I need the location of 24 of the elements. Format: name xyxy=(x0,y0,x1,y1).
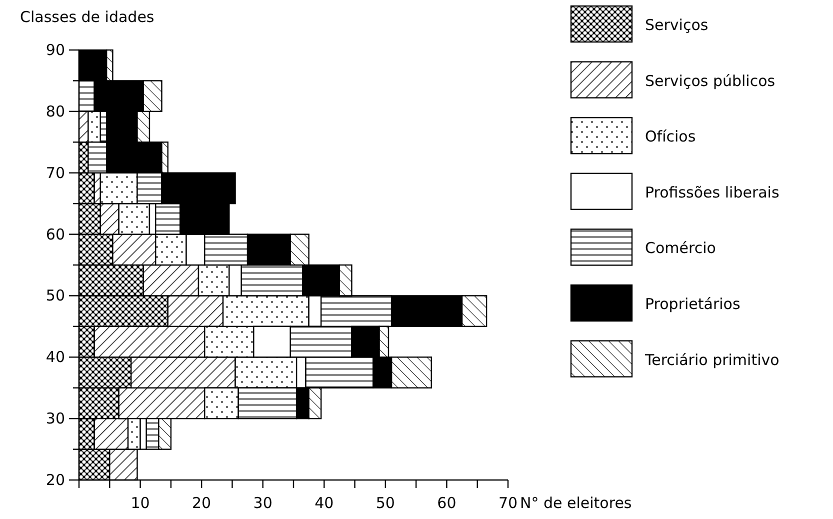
x-tick-label: 70 xyxy=(498,494,518,512)
x-tick-label: 60 xyxy=(437,494,456,512)
y-tick-label: 60 xyxy=(46,225,65,244)
x-tick-label: 50 xyxy=(376,494,395,512)
x-tick-label: 30 xyxy=(253,494,272,512)
x-tick-label: 10 xyxy=(130,494,150,512)
legend-label: Profissões liberais xyxy=(645,183,780,202)
legend-label: Comércio xyxy=(645,239,716,258)
x-axis-title: N° de eleitores xyxy=(520,494,632,512)
y-tick-label: 40 xyxy=(46,348,65,366)
y-tick-label: 30 xyxy=(46,410,65,428)
y-tick-label: 80 xyxy=(46,102,65,120)
x-tick-label: 20 xyxy=(192,494,212,512)
y-tick-label: 20 xyxy=(46,471,65,489)
legend-label: Terciário primitivo xyxy=(644,350,780,369)
legend-label: Serviços públicos xyxy=(645,72,776,90)
legend-label: Ofícios xyxy=(645,128,696,146)
legend-label: Serviços xyxy=(645,16,708,34)
y-tick-label: 70 xyxy=(46,164,65,182)
legend-label: Proprietários xyxy=(645,295,740,313)
y-tick-label: 50 xyxy=(46,286,65,305)
x-tick-label: 40 xyxy=(314,494,334,512)
y-axis-title: Classes de idades xyxy=(20,8,154,26)
y-tick-label: 90 xyxy=(46,41,65,59)
